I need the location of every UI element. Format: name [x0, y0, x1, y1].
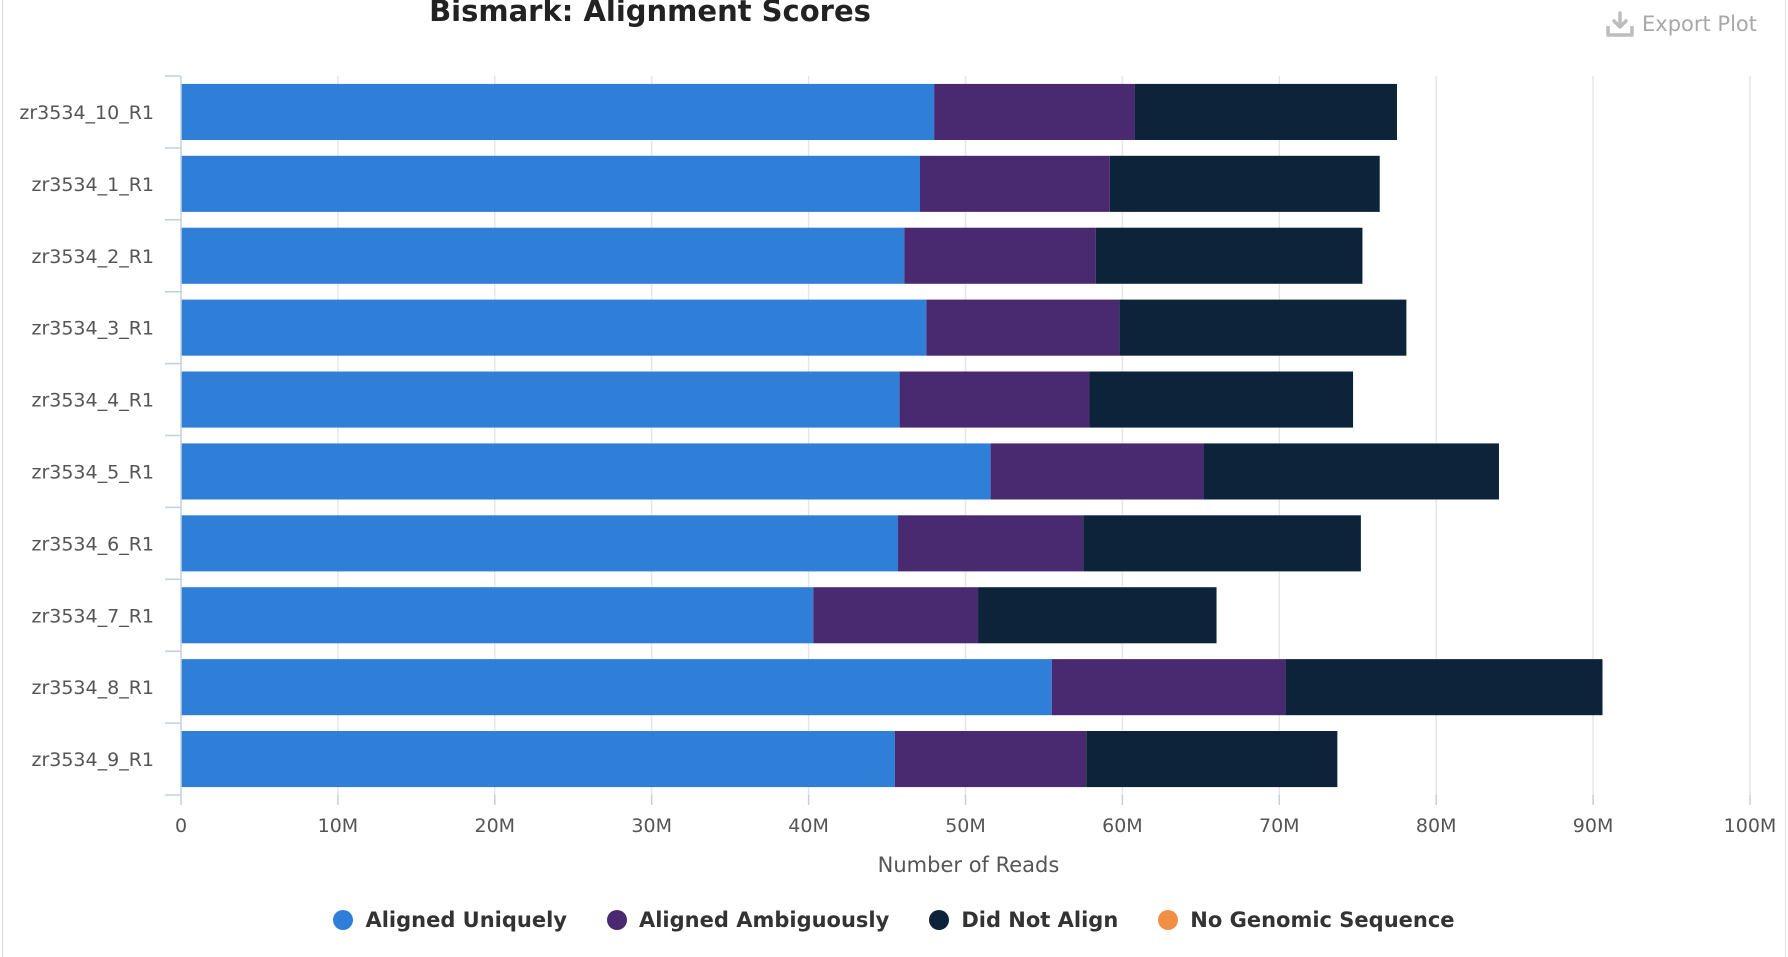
legend-label: No Genomic Sequence [1190, 908, 1455, 932]
x-tick-label: 20M [475, 815, 516, 837]
bar-did-not-align [1109, 155, 1380, 212]
x-tick-label: 10M [318, 815, 359, 837]
y-category-label: zr3534_4_R1 [31, 390, 154, 412]
y-category-label: zr3534_8_R1 [31, 677, 154, 699]
legend-marker [1158, 910, 1179, 930]
y-category-label: zr3534_3_R1 [31, 318, 154, 340]
bar-did-not-align [1203, 443, 1499, 500]
bar-aligned-uniquely [181, 443, 991, 500]
legend-item-aligned-ambiguously[interactable]: Aligned Ambiguously [606, 908, 890, 932]
bar-aligned-ambiguously [990, 443, 1204, 500]
chart-title: Bismark: Alignment Scores [429, 0, 871, 28]
bar-did-not-align [1086, 731, 1338, 788]
bar-aligned-uniquely [181, 515, 899, 572]
y-category-label: zr3534_7_R1 [31, 605, 154, 627]
bar-aligned-ambiguously [894, 731, 1087, 788]
x-tick-label: 100M [1724, 815, 1777, 837]
bar-aligned-uniquely [181, 659, 1052, 716]
bar-aligned-uniquely [181, 299, 927, 356]
legend-item-aligned-uniquely[interactable]: Aligned Uniquely [333, 908, 567, 932]
chart-frame-right-border [1785, 0, 1786, 957]
bar-did-not-align [1119, 299, 1407, 356]
x-tick-label: 80M [1416, 815, 1457, 837]
x-tick-label: 70M [1259, 815, 1300, 837]
x-axis-title: Number of Reads [878, 853, 1060, 877]
y-category-label: zr3534_2_R1 [31, 246, 154, 268]
chart-legend: Aligned Uniquely Aligned Ambiguously Did N… [0, 908, 1788, 932]
x-tick-label: 30M [631, 815, 672, 837]
x-tick-label: 50M [945, 815, 986, 837]
y-category-label: zr3534_6_R1 [31, 533, 154, 555]
legend-label: Aligned Uniquely [365, 908, 567, 932]
download-icon [1606, 11, 1634, 37]
y-category-label: zr3534_5_R1 [31, 461, 154, 483]
bar-aligned-uniquely [181, 371, 900, 428]
export-plot-label: Export Plot [1642, 12, 1757, 36]
bar-aligned-ambiguously [926, 299, 1120, 356]
bar-aligned-ambiguously [813, 587, 979, 644]
bar-aligned-ambiguously [1051, 659, 1286, 716]
x-tick-label: 40M [788, 815, 829, 837]
legend-marker [333, 910, 354, 930]
bar-aligned-ambiguously [904, 227, 1096, 284]
legend-marker [929, 910, 950, 930]
legend-label: Aligned Ambiguously [638, 908, 890, 932]
x-tick-label: 90M [1573, 815, 1614, 837]
bar-aligned-ambiguously [919, 155, 1110, 212]
bar-series [181, 83, 1603, 788]
bar-aligned-uniquely [181, 587, 814, 644]
bar-did-not-align [1083, 515, 1361, 572]
export-plot-button[interactable]: Export Plot [1606, 8, 1757, 40]
y-category-label: zr3534_9_R1 [31, 749, 154, 771]
bar-aligned-ambiguously [898, 515, 1084, 572]
y-category-label: zr3534_1_R1 [31, 174, 154, 196]
legend-label: Did Not Align [961, 908, 1119, 932]
axes: 0 10M 20M 30M 40M 50M 60M 70M 80M 90M 100M zr3534_1… [19, 75, 1777, 877]
bar-aligned-uniquely [181, 155, 920, 212]
bar-aligned-uniquely [181, 731, 895, 788]
bar-did-not-align [978, 587, 1217, 644]
bar-did-not-align [1095, 227, 1363, 284]
bar-did-not-align [1089, 371, 1354, 428]
bar-aligned-ambiguously [934, 83, 1135, 140]
bar-did-not-align [1134, 83, 1397, 140]
bar-aligned-uniquely [181, 227, 905, 284]
bar-aligned-uniquely [181, 83, 935, 140]
legend-marker [606, 910, 627, 930]
legend-item-no-genomic-sequence[interactable]: No Genomic Sequence [1158, 908, 1455, 932]
bar-did-not-align [1285, 659, 1603, 716]
x-tick-label: 0 [175, 815, 187, 837]
legend-item-did-not-align[interactable]: Did Not Align [929, 908, 1118, 932]
chart-frame-left-border [2, 0, 3, 957]
bar-aligned-ambiguously [899, 371, 1090, 428]
x-tick-label: 60M [1102, 815, 1143, 837]
y-category-label: zr3534_10_R1 [19, 102, 154, 124]
